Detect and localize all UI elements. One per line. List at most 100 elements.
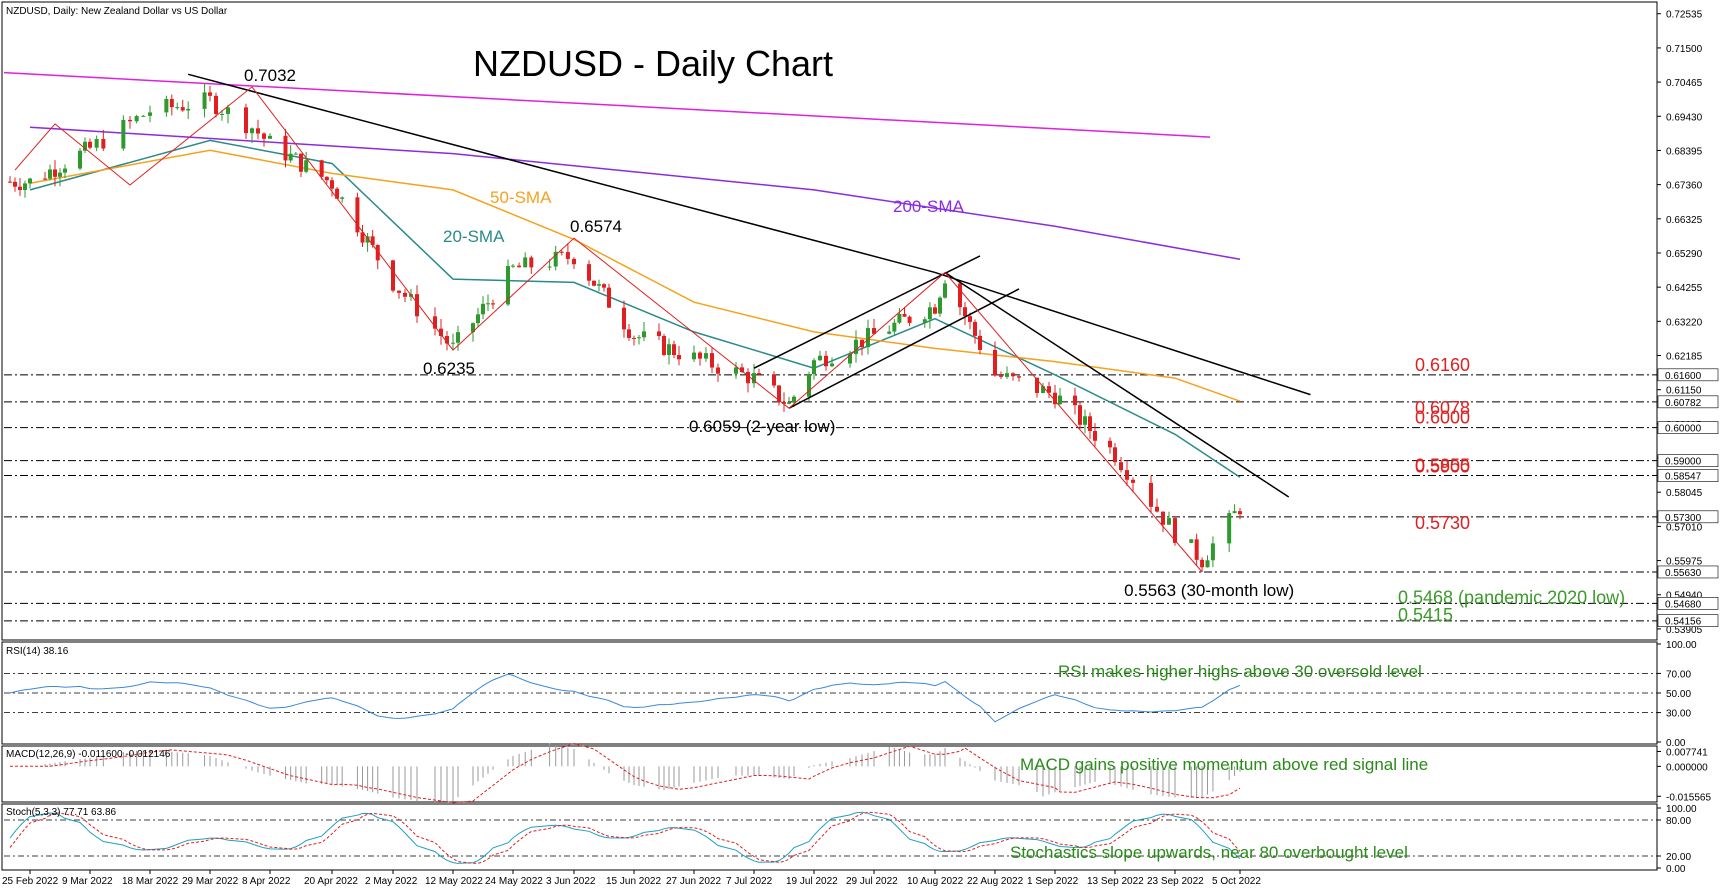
price-tag: 0.60782 — [1665, 398, 1702, 409]
price-tag-box — [1657, 510, 1719, 524]
candle-body — [602, 284, 606, 288]
candle-body — [782, 402, 786, 404]
candle-body — [403, 292, 407, 297]
point-label: 0.6574 — [570, 217, 622, 236]
candle-body — [445, 336, 449, 344]
chart-labels: 0.7032 0.6574 0.6235 0.6059 (2-year low) 0.5… — [244, 66, 1294, 600]
chart-title: NZDUSD - Daily Chart — [473, 43, 833, 84]
date-tick-label: 25 Feb 2022 — [2, 876, 59, 887]
candle-body — [48, 169, 52, 179]
price-axis: 0.72535 0.71500 0.70465 0.69430 0.68395 0.673… — [1657, 10, 1719, 636]
candle-body — [830, 363, 834, 367]
candle-body — [622, 307, 626, 330]
candle-body — [692, 352, 696, 360]
candle-body — [677, 355, 681, 360]
candle-body — [471, 323, 475, 333]
candle-body — [365, 236, 370, 243]
candle-body — [148, 112, 152, 116]
date-tick-label: 19 Jul 2022 — [786, 876, 838, 887]
candle-body — [43, 178, 47, 180]
pane-axis-label: 0.000000 — [1666, 762, 1708, 773]
candle-body — [1053, 392, 1057, 405]
sma-line — [29, 126, 1241, 261]
candle-body — [1131, 479, 1135, 483]
candle-body — [141, 115, 146, 117]
candle-body — [1194, 539, 1199, 560]
candle-body — [214, 95, 218, 114]
price-tag: 0.57300 — [1665, 513, 1702, 524]
axis-tick-label: 0.71500 — [1666, 44, 1703, 55]
axis-tick-label: 0.62185 — [1666, 352, 1703, 363]
candle-body — [978, 335, 982, 350]
candle-body — [860, 339, 864, 348]
sma-line — [29, 139, 1241, 478]
candle-body — [304, 160, 309, 172]
sma50-label: 50-SMA — [490, 188, 552, 207]
candle-body — [451, 342, 455, 344]
candle-body — [208, 92, 212, 96]
rsi-line — [9, 673, 1241, 723]
date-tick-label: 5 Oct 2022 — [1212, 876, 1261, 887]
candle-body — [164, 98, 169, 113]
candle-body — [938, 297, 942, 314]
candle-body — [28, 178, 32, 184]
pane-axis-label: 80.00 — [1666, 816, 1691, 827]
candle-body — [993, 349, 997, 376]
price-tag-box — [1657, 469, 1719, 482]
candle-body — [319, 160, 324, 177]
candle-body — [963, 307, 967, 317]
candle-body — [1238, 511, 1242, 515]
axis-tick-label: 0.65290 — [1666, 249, 1703, 260]
date-tick-label: 23 Sep 2022 — [1147, 876, 1204, 887]
candle-body — [491, 303, 495, 305]
candle-body — [1232, 511, 1237, 514]
sma20-label: 20-SMA — [443, 227, 505, 246]
candle-body — [1047, 386, 1051, 393]
candle-body — [672, 344, 676, 356]
axis-tick-label: 0.66325 — [1666, 215, 1703, 226]
candle-body — [88, 141, 92, 148]
candle-body — [456, 332, 460, 343]
candle-body — [968, 316, 972, 322]
candle-body — [63, 168, 67, 173]
candle-body — [1205, 560, 1210, 568]
candle-body — [1073, 395, 1077, 406]
candle-body — [902, 313, 907, 317]
candle-body — [415, 294, 419, 317]
date-axis: 25 Feb 2022 9 Mar 2022 18 Mar 2022 29 Mar 2… — [2, 870, 1261, 887]
date-tick-label: 7 Jul 2022 — [726, 876, 773, 887]
price-tag: 0.60000 — [1665, 424, 1702, 435]
macd-caption: MACD(12,26,9) -0.011600 -0.012146 — [6, 749, 171, 760]
candle-body — [999, 375, 1003, 377]
candle-body — [1189, 539, 1194, 543]
macd-signal-line — [10, 742, 1241, 804]
candle-body — [787, 402, 791, 404]
pane-axis-label: 20.00 — [1666, 852, 1691, 863]
candle-body — [818, 355, 822, 361]
candle-body — [848, 353, 852, 364]
candle-body — [553, 251, 558, 267]
axis-tick-label: 0.64255 — [1666, 283, 1703, 294]
candle-body — [1083, 416, 1087, 425]
candle-body — [283, 135, 288, 161]
candle-body — [121, 119, 126, 149]
date-tick-label: 8 Apr 2022 — [242, 876, 291, 887]
stoch-annotation: Stochastics slope upwards, near 80 overb… — [1010, 843, 1408, 862]
trend-line — [934, 271, 1311, 396]
candle-body — [824, 355, 828, 367]
candle-body — [262, 133, 266, 139]
axis-tick-label: 0.63220 — [1666, 317, 1703, 328]
candle-body — [907, 316, 912, 323]
date-tick-label: 22 Aug 2022 — [967, 876, 1024, 887]
main-pane-frame — [1, 1, 1658, 641]
candle-body — [933, 307, 937, 314]
candle-body — [186, 108, 191, 111]
candle-body — [523, 257, 528, 268]
axis-tick-label: 0.55975 — [1666, 557, 1703, 568]
candle-body — [13, 181, 17, 187]
axis-tick-label: 0.61150 — [1666, 386, 1702, 397]
candle-body — [268, 135, 272, 139]
candle-body — [335, 188, 340, 199]
level-label: 0.5415 — [1398, 605, 1453, 625]
